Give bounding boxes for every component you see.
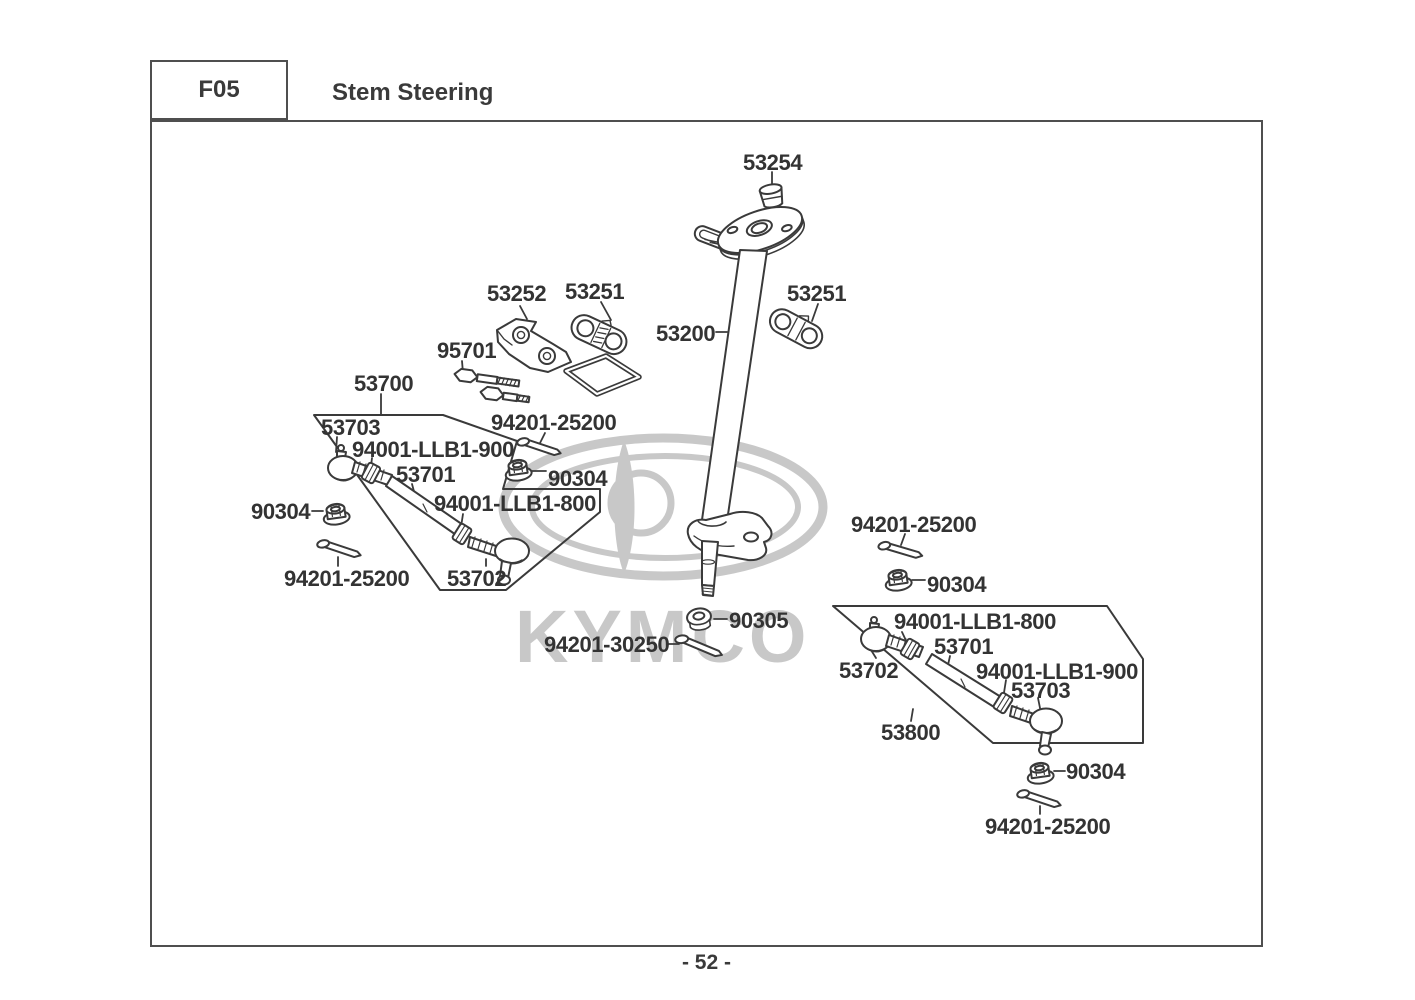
part-95701-bolt-2 — [479, 385, 531, 404]
leader-lines — [311, 171, 1066, 815]
part-94201-25200-pin-right-bottom — [1016, 789, 1062, 809]
kymco-watermark-text: KYMCO — [515, 595, 811, 678]
part-90305-nut — [686, 607, 712, 631]
part-90304-nut-b — [322, 502, 351, 526]
part-94201-25200-pin-top — [516, 437, 562, 457]
group-box-53700 — [313, 414, 601, 591]
kymco-watermark-logo — [498, 433, 828, 581]
part-95701-bolt-1 — [453, 367, 521, 388]
section-code-box: F05 — [150, 60, 288, 120]
part-53254-bushing — [758, 183, 784, 209]
part-stem-bottom-bracket — [686, 510, 773, 562]
part-94201-30250-pin — [674, 634, 723, 658]
part-53252-bracket — [496, 318, 572, 373]
part-94201-25200-pin-right-top — [877, 540, 924, 559]
page-title: Stem Steering — [332, 79, 494, 106]
part-53200-stem-shaft — [700, 249, 768, 529]
part-53251-clamp-right — [768, 308, 824, 350]
part-90304-nut-d — [1026, 761, 1055, 785]
left-tie-rod-assembly — [327, 444, 530, 586]
part-90304-nut-c — [884, 568, 913, 592]
part-94201-25200-pin-left — [316, 539, 362, 559]
page-number: - 52 - — [681, 951, 731, 974]
part-90304-nut-a — [504, 458, 533, 482]
part-stem-lower-shaft — [700, 540, 719, 597]
right-tie-rod-assembly — [860, 616, 1063, 756]
section-code: F05 — [198, 76, 240, 103]
part-53251-clamp-top — [570, 314, 628, 356]
group-box-53800 — [832, 605, 1144, 744]
part-53252-wire-loop — [563, 353, 642, 397]
